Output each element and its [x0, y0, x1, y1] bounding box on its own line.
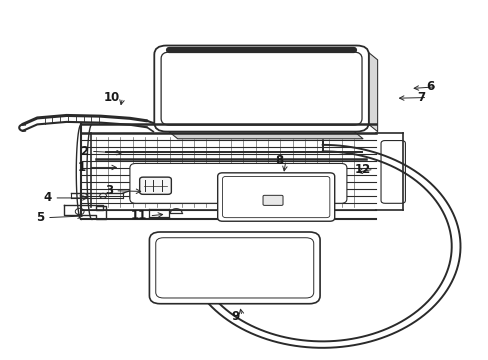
Polygon shape	[368, 53, 377, 132]
PathPatch shape	[140, 177, 171, 194]
Text: 10: 10	[103, 91, 120, 104]
FancyBboxPatch shape	[263, 195, 283, 205]
Text: 5: 5	[36, 211, 44, 224]
Text: 2: 2	[80, 145, 88, 158]
Polygon shape	[168, 132, 362, 139]
PathPatch shape	[130, 163, 346, 203]
Text: 8: 8	[275, 154, 283, 167]
PathPatch shape	[154, 45, 368, 132]
Text: 1: 1	[78, 161, 86, 174]
Text: 3: 3	[104, 184, 113, 197]
PathPatch shape	[149, 232, 320, 304]
Text: 12: 12	[354, 163, 370, 176]
Text: 6: 6	[426, 80, 434, 93]
Text: 11: 11	[130, 210, 147, 222]
Text: 7: 7	[416, 91, 424, 104]
PathPatch shape	[217, 173, 334, 221]
Text: 9: 9	[231, 310, 239, 323]
Text: 4: 4	[43, 192, 52, 204]
